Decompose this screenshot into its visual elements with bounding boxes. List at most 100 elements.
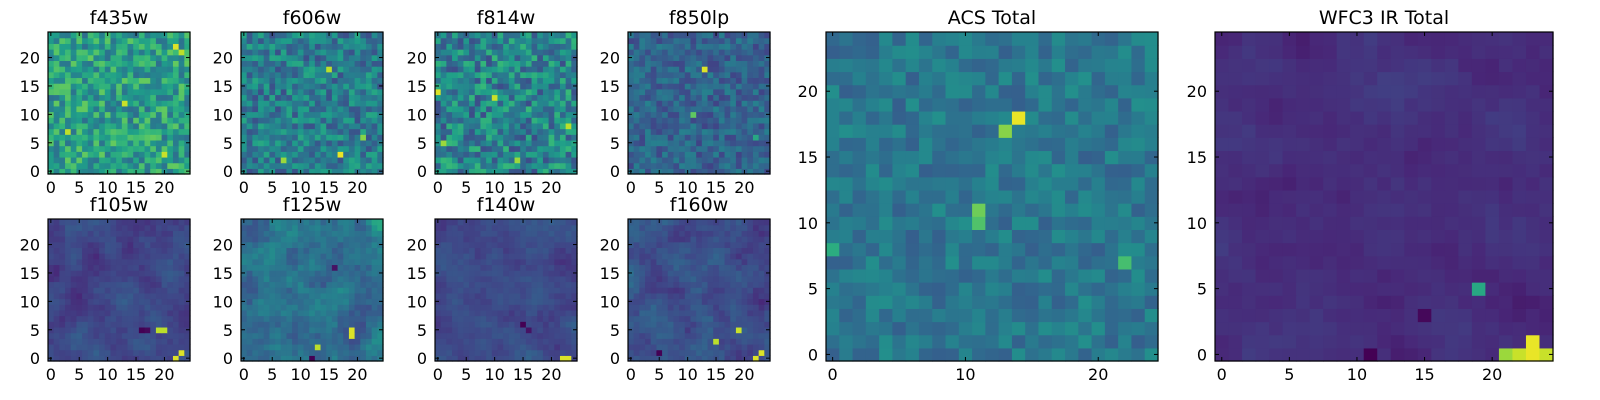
heatmap-cell xyxy=(452,355,459,362)
heatmap-cell xyxy=(76,60,83,67)
heatmap-cell xyxy=(718,343,726,351)
heatmap-cell xyxy=(360,270,367,277)
heatmap-cell xyxy=(645,287,652,294)
heatmap-cell xyxy=(178,88,185,96)
heatmap-cell xyxy=(59,71,66,79)
heatmap-cell xyxy=(667,275,675,283)
heatmap-cell xyxy=(537,60,544,67)
heatmap-cell xyxy=(707,139,714,147)
heatmap-cell xyxy=(679,128,686,135)
heatmap-cell xyxy=(269,66,276,73)
heatmap-cell xyxy=(531,32,538,39)
heatmap-cell xyxy=(348,292,356,300)
heatmap-cell xyxy=(446,66,453,73)
heatmap-cell xyxy=(87,258,95,266)
heatmap-cell xyxy=(684,43,692,50)
heatmap-cell xyxy=(331,128,339,135)
heatmap-cell xyxy=(554,168,561,175)
heatmap-cell xyxy=(258,122,265,130)
heatmap-cell xyxy=(297,326,305,334)
heatmap-cell xyxy=(520,343,527,351)
heatmap-cell xyxy=(121,83,129,90)
heatmap-cell xyxy=(93,264,100,271)
heatmap-cell xyxy=(343,247,350,254)
heatmap-cell xyxy=(633,270,640,277)
heatmap-cell xyxy=(633,338,640,345)
heatmap-cell xyxy=(486,270,493,277)
heatmap-cell xyxy=(104,105,112,113)
heatmap-cell xyxy=(326,94,333,101)
heatmap-cell xyxy=(446,71,453,79)
heatmap-cell xyxy=(440,111,447,118)
heatmap-cell xyxy=(741,88,748,96)
heatmap-cell xyxy=(144,88,151,96)
heatmap-cell xyxy=(326,139,333,147)
heatmap-cell xyxy=(59,247,66,254)
heatmap-cell xyxy=(144,122,151,130)
heatmap-cell xyxy=(758,100,765,107)
heatmap-cell xyxy=(440,94,447,101)
heatmap-cell xyxy=(491,298,499,305)
heatmap-cell xyxy=(263,275,270,283)
x-tick-label: 15 xyxy=(126,178,146,197)
heatmap-cell xyxy=(269,298,276,305)
heatmap-cell xyxy=(178,258,185,266)
heatmap-cell xyxy=(365,338,373,345)
heatmap-cell xyxy=(752,32,760,39)
heatmap-cell xyxy=(258,71,265,79)
heatmap-cell xyxy=(167,275,174,283)
heatmap-cell xyxy=(297,253,305,260)
heatmap-cell xyxy=(565,253,572,260)
heatmap-cell xyxy=(633,332,640,339)
heatmap-cell xyxy=(690,37,697,44)
heatmap-cell xyxy=(337,321,344,328)
heatmap-cell xyxy=(463,281,470,288)
heatmap-cell xyxy=(320,139,327,147)
heatmap-cell xyxy=(435,349,442,356)
heatmap-cell xyxy=(446,111,453,118)
heatmap-cell xyxy=(667,349,675,356)
heatmap-cell xyxy=(554,71,561,79)
heatmap-cell xyxy=(348,230,356,237)
heatmap-cell xyxy=(435,315,442,322)
heatmap-cell xyxy=(53,338,60,345)
heatmap-cell xyxy=(690,156,697,164)
heatmap-cell xyxy=(286,88,293,96)
heatmap-cell xyxy=(457,270,464,277)
heatmap-cell xyxy=(508,32,516,39)
heatmap-cell xyxy=(645,332,652,339)
heatmap-cell xyxy=(76,321,83,328)
heatmap-cell xyxy=(354,151,361,158)
heatmap-cell xyxy=(645,321,652,328)
heatmap-cell xyxy=(110,298,117,305)
heatmap-cell xyxy=(656,343,663,351)
heatmap-cell xyxy=(297,349,305,356)
heatmap-cell xyxy=(707,122,714,130)
heatmap-cell xyxy=(348,83,356,90)
heatmap-cell xyxy=(246,100,253,107)
heatmap-cell xyxy=(503,111,510,118)
heatmap-cell xyxy=(121,71,129,79)
heatmap-cell xyxy=(178,304,185,311)
heatmap-cell xyxy=(679,37,686,44)
heatmap-cell xyxy=(525,230,533,237)
heatmap-cell xyxy=(474,230,482,237)
heatmap-cell xyxy=(662,332,669,339)
heatmap-cell xyxy=(752,71,760,79)
heatmap-cell xyxy=(508,117,516,124)
heatmap-cell xyxy=(76,54,83,61)
heatmap-cell xyxy=(246,270,253,277)
heatmap-cell xyxy=(303,287,310,294)
heatmap-cell xyxy=(554,117,561,124)
heatmap-cell xyxy=(480,236,487,243)
heatmap-cell xyxy=(531,37,538,44)
heatmap-cell xyxy=(758,60,765,67)
heatmap-cell xyxy=(554,151,561,158)
heatmap-cell xyxy=(571,332,578,339)
heatmap-cell xyxy=(155,122,163,130)
heatmap-cell xyxy=(469,77,476,84)
heatmap-cell xyxy=(360,309,367,317)
heatmap-cell xyxy=(503,270,510,277)
heatmap-cell xyxy=(758,122,765,130)
heatmap-cell xyxy=(320,134,327,141)
